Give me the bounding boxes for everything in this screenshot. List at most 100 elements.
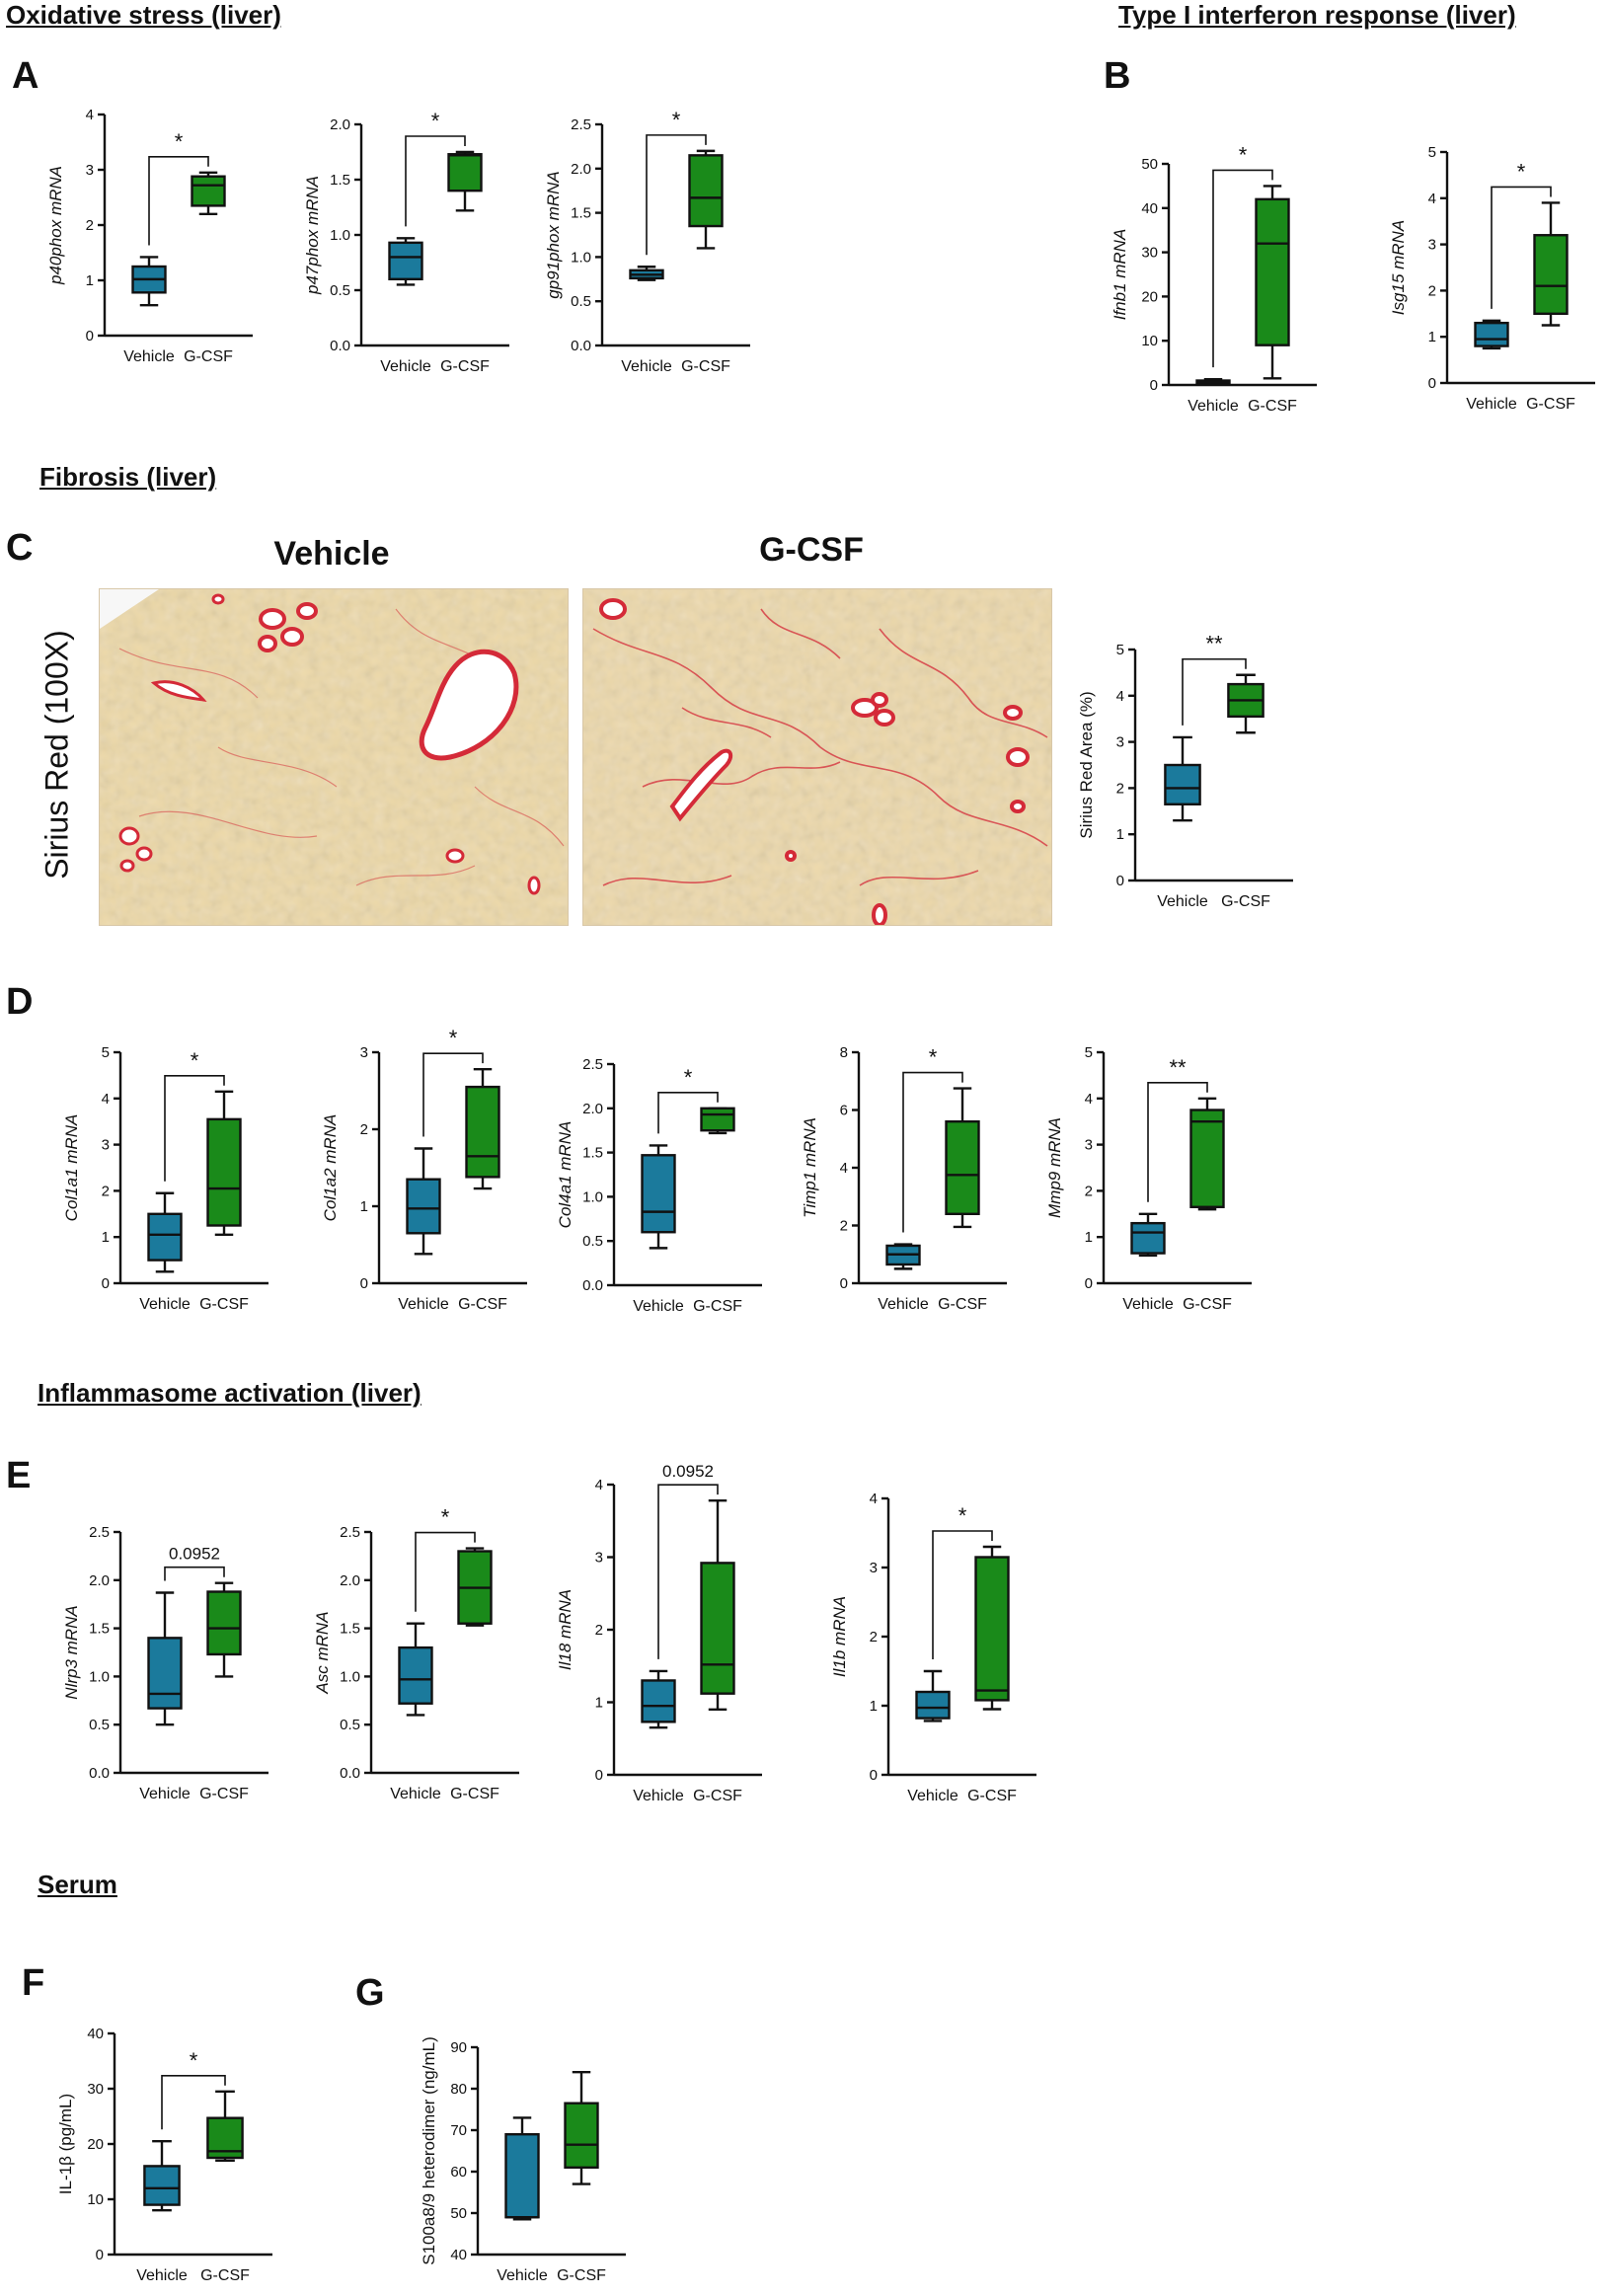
y-tick-label: 4 [102,1091,110,1108]
gcsf-box [1533,201,1569,327]
y-tick-label: 4 [595,1477,603,1493]
significance-label: * [175,129,184,154]
micrograph-gcsf-image [583,589,1051,925]
y-tick-label: 50 [1141,156,1158,173]
iqr-box [641,1154,676,1234]
y-tick-label: 1.0 [571,249,591,266]
vehicle-box [915,1669,951,1722]
y-tick-label: 2.0 [330,116,350,133]
significance-label: * [441,1505,450,1530]
y-tick-label: 4 [86,107,94,123]
x-category-label: Vehicle [123,348,175,365]
y-tick-label: 5 [1085,1044,1093,1061]
chart-sirius-red-area: 0 1 2 3 4 5 Sirius Red Area (%) Vehicle G-CSF ** [1077,632,1293,910]
y-tick-label: 20 [1141,288,1158,305]
vehicle-box [406,1147,441,1256]
y-tick-label: 1 [1116,826,1124,843]
x-category-label: Vehicle [497,2267,548,2284]
y-tick-label: 2.0 [340,1572,360,1589]
y-axis-label: Sirius Red Area (%) [1077,691,1096,838]
significance-label: ** [1169,1055,1187,1080]
y-tick-label: 4 [1085,1091,1093,1108]
micrograph-vehicle-image [100,589,568,925]
y-tick-label: 1.0 [340,1668,360,1685]
y-tick-label: 30 [87,2081,104,2098]
y-tick-label: 50 [450,2205,467,2222]
significance-label: 0.0952 [169,1545,220,1564]
significance-bracket [1182,657,1247,726]
vehicle-box [641,1144,676,1250]
significance-bracket [1491,186,1552,309]
y-tick-label: 1 [595,1695,603,1712]
stain-label: Sirius Red (100X) [38,630,75,880]
heading-serum: Serum [38,1870,117,1899]
y-tick-label: 0 [1428,375,1436,392]
y-tick-label: 6 [840,1103,848,1119]
panel-letter-f: F [22,1962,45,2004]
y-tick-label: 3 [102,1137,110,1154]
x-category-label: Vehicle [1157,893,1208,910]
micrograph-gcsf [582,588,1052,926]
y-axis-label: Ifnb1 mRNA [1111,229,1129,321]
iqr-box [147,1212,183,1262]
chart-p40phox: 0 1 2 3 4 p40phox mRNA Vehicle G-CSF * [46,107,253,365]
x-category-label: G-CSF [199,1786,249,1802]
x-category-label: G-CSF [693,1298,742,1315]
iqr-box [1189,1109,1225,1208]
y-tick-label: 2.5 [340,1524,360,1541]
chart-gp91phox: 0.0 0.5 1.0 1.5 2.0 2.5 gp91phox mRNA Vehicle G-… [544,108,750,375]
y-tick-label: 4 [870,1491,878,1507]
panel-letter-c: C [6,527,34,569]
y-tick-label: 0 [360,1275,368,1292]
iqr-box [147,1637,183,1710]
x-category-label: G-CSF [557,2267,606,2284]
y-tick-label: 2.5 [582,1056,603,1073]
chart-mmp9: 0 1 2 3 4 5 Mmp9 mRNA Vehicle G-CSF ** [1045,1044,1252,1313]
x-category-label: Vehicle [1122,1296,1174,1313]
y-tick-label: 10 [87,2191,104,2208]
chart-nlrp3: 0.0 0.5 1.0 1.5 2.0 2.5 Nlrp3 mRNA Vehicle G-CSF… [62,1524,268,1802]
y-tick-label: 2.0 [571,161,591,178]
y-tick-label: 5 [102,1044,110,1061]
y-tick-label: 0 [870,1767,878,1784]
vehicle-box [504,2116,540,2221]
x-category-label: G-CSF [967,1788,1017,1804]
y-tick-label: 1.5 [571,205,591,222]
y-tick-label: 40 [450,2247,467,2263]
gcsf-box [688,149,724,250]
chart-asc: 0.0 0.5 1.0 1.5 2.0 2.5 Asc mRNA Vehicle G-CSF * [313,1505,519,1802]
gcsf-box [457,1547,493,1627]
x-category-label: G-CSF [693,1788,742,1804]
chart-il1b: 0 1 2 3 4 Il1b mRNA Vehicle G-CSF * [830,1491,1036,1804]
y-tick-label: 0.5 [89,1717,110,1733]
significance-label: ** [1205,632,1223,656]
iqr-box [206,1117,242,1227]
y-axis-label: Col1a2 mRNA [321,1114,340,1222]
x-category-label: G-CSF [199,1296,249,1313]
gcsf-box [974,1545,1010,1711]
x-category-label: Vehicle [1466,396,1517,413]
y-tick-label: 0.5 [571,293,591,310]
significance-label: * [1239,142,1248,167]
y-tick-label: 10 [1141,333,1158,349]
y-axis-label: Mmp9 mRNA [1045,1117,1064,1218]
y-tick-label: 8 [840,1044,848,1061]
y-axis-label: Asc mRNA [313,1611,332,1694]
iqr-box [465,1085,500,1179]
y-tick-label: 2.0 [89,1572,110,1589]
panel-letter-g: G [355,1972,385,2014]
y-tick-label: 4 [1428,191,1436,207]
y-tick-label: 0 [1085,1275,1093,1292]
y-tick-label: 2 [1085,1183,1093,1199]
vehicle-box [388,237,423,286]
significance-label: * [958,1503,967,1528]
micrograph-title-vehicle: Vehicle [273,535,390,573]
panel-letter-a: A [12,55,39,97]
significance-bracket [646,134,707,256]
y-tick-label: 0 [96,2247,104,2263]
iqr-box [143,2165,181,2206]
micrograph-title-gcsf: G-CSF [759,531,864,569]
x-category-label: Vehicle [390,1786,441,1802]
y-tick-label: 1 [86,272,94,289]
y-tick-label: 3 [1428,237,1436,254]
